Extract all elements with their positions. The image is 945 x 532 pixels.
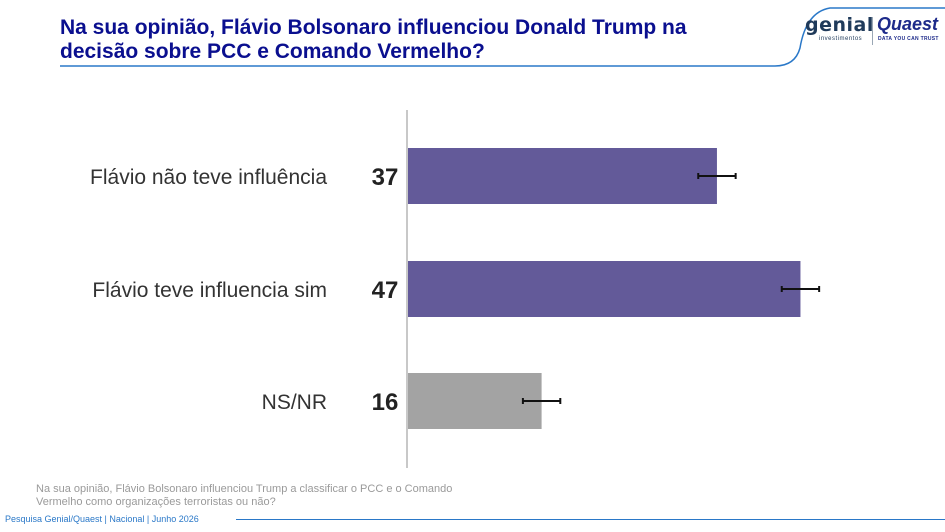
data-label: 16 bbox=[372, 389, 399, 416]
bar bbox=[408, 148, 717, 204]
data-label: 37 bbox=[372, 164, 399, 191]
logo-divider bbox=[872, 17, 873, 45]
source-label: Pesquisa Genial/Quaest | Nacional | Junh… bbox=[5, 514, 199, 524]
quaest-logo-subtitle: DATA YOU CAN TRUST bbox=[878, 36, 939, 42]
data-label: 47 bbox=[372, 277, 399, 304]
source-divider-line bbox=[236, 519, 945, 520]
footnote: Na sua opinião, Flávio Bolsonaro influen… bbox=[36, 483, 453, 508]
brand-logos: genial investimentos Quaest DATA YOU CAN… bbox=[805, 14, 940, 48]
category-label: Flávio não teve influência bbox=[90, 166, 327, 189]
genial-logo: genial bbox=[805, 14, 874, 36]
quaest-logo: Quaest bbox=[877, 14, 939, 34]
category-label: Flávio teve influencia sim bbox=[92, 279, 327, 302]
genial-logo-subtitle: investimentos bbox=[819, 36, 863, 42]
bar bbox=[408, 261, 801, 317]
category-label: NS/NR bbox=[262, 391, 327, 414]
bar bbox=[408, 373, 542, 429]
